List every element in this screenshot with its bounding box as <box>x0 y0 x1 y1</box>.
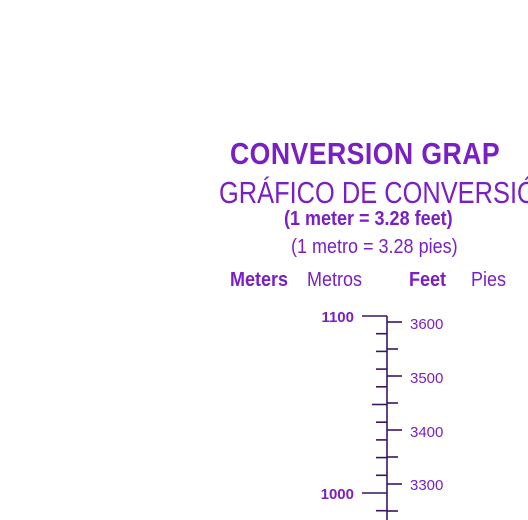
feet-label-3400: 3400 <box>410 424 443 441</box>
meters-header: Meters <box>230 269 289 291</box>
conversion-equation-spanish: (1 metro = 3.28 pies) <box>291 236 458 258</box>
feet-header: Feet <box>409 269 447 291</box>
pies-header: Pies <box>471 269 507 291</box>
graph-title: CONVERSION GRAP <box>230 136 501 171</box>
meters-label-1000: 1000 <box>321 486 354 503</box>
graph-subtitle: GRÁFICO DE CONVERSIÓ <box>219 175 528 210</box>
feet-label-3500: 3500 <box>410 370 443 387</box>
meters-label-1100: 1100 <box>321 309 354 326</box>
conversion-equation-english: (1 meter = 3.28 feet) <box>284 208 453 230</box>
feet-label-3600: 3600 <box>410 316 443 333</box>
feet-label-3300: 3300 <box>410 477 443 494</box>
metros-header: Metros <box>307 269 363 291</box>
